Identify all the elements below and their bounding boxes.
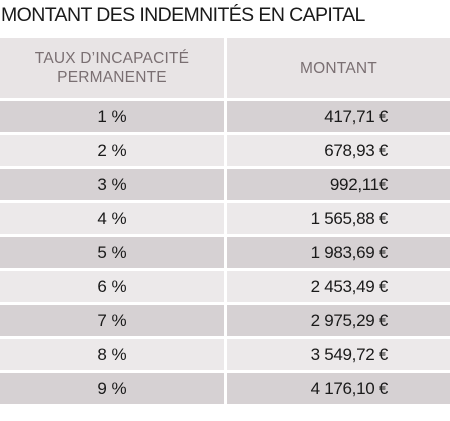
amount-value: 417,71 €: [324, 106, 388, 126]
amount-cell: 417,71 €: [227, 101, 450, 132]
rate-value: 2 %: [97, 140, 127, 160]
amount-value: 992,11€: [329, 174, 388, 194]
header-amount: MONTANT: [227, 38, 450, 98]
rate-cell: 2 %: [0, 135, 224, 166]
table-row: 4 % 1 565,88 €: [0, 203, 450, 234]
amount-value: 678,93 €: [324, 140, 388, 160]
rate-cell: 9 %: [0, 373, 224, 404]
table-row: 5 % 1 983,69 €: [0, 237, 450, 268]
table-row: 2 % 678,93 €: [0, 135, 450, 166]
amount-cell: 1 983,69 €: [227, 237, 450, 268]
rate-value: 1 %: [97, 106, 127, 126]
rate-value: 6 %: [97, 276, 127, 296]
amount-value: 1 565,88 €: [310, 208, 389, 228]
rate-cell: 3 %: [0, 169, 224, 200]
amount-value: 1 983,69 €: [310, 242, 389, 262]
amount-cell: 4 176,10 €: [227, 373, 450, 404]
table-row: 9 % 4 176,10 €: [0, 373, 450, 404]
rate-cell: 8 %: [0, 339, 224, 370]
table-row: 7 % 2 975,29 €: [0, 305, 450, 336]
header-rate: TAUX D’INCAPACITÉ PERMANENTE: [0, 38, 224, 98]
amount-cell: 2 453,49 €: [227, 271, 450, 302]
rate-value: 4 %: [97, 208, 127, 228]
rate-cell: 4 %: [0, 203, 224, 234]
amount-cell: 992,11€: [227, 169, 450, 200]
rate-value: 7 %: [97, 310, 127, 330]
table-row: 3 % 992,11€: [0, 169, 450, 200]
table-row: 6 % 2 453,49 €: [0, 271, 450, 302]
indemnity-table: TAUX D’INCAPACITÉ PERMANENTE MONTANT 1 %…: [0, 38, 450, 407]
rate-cell: 1 %: [0, 101, 224, 132]
amount-value: 2 453,49 €: [310, 276, 389, 296]
amount-cell: 2 975,29 €: [227, 305, 450, 336]
table-row: 1 % 417,71 €: [0, 101, 450, 132]
rate-value: 9 %: [97, 378, 127, 398]
rate-cell: 6 %: [0, 271, 224, 302]
rate-value: 8 %: [97, 344, 127, 364]
amount-value: 2 975,29 €: [310, 310, 389, 330]
rate-cell: 7 %: [0, 305, 224, 336]
amount-cell: 3 549,72 €: [227, 339, 450, 370]
rate-value: 5 %: [97, 242, 127, 262]
amount-value: 4 176,10 €: [310, 378, 389, 398]
rate-value: 3 %: [97, 174, 127, 194]
table-row: 8 % 3 549,72 €: [0, 339, 450, 370]
page-title: MONTANT DES INDEMNITÉS EN CAPITAL: [1, 4, 365, 26]
table-header-row: TAUX D’INCAPACITÉ PERMANENTE MONTANT: [0, 38, 450, 98]
rate-cell: 5 %: [0, 237, 224, 268]
amount-cell: 1 565,88 €: [227, 203, 450, 234]
amount-cell: 678,93 €: [227, 135, 450, 166]
amount-value: 3 549,72 €: [310, 344, 389, 364]
